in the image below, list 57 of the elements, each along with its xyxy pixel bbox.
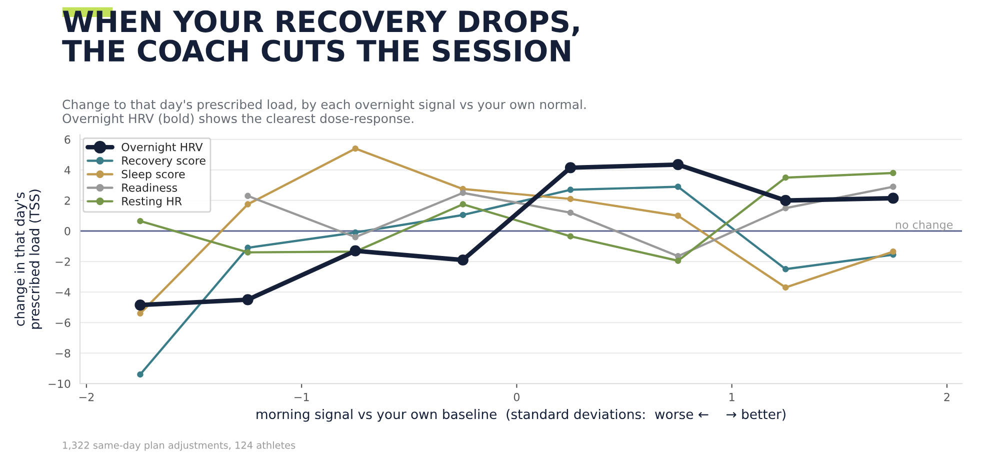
y-tick-label: 2 — [64, 196, 70, 205]
x-tick-label: 2 — [944, 392, 950, 402]
point — [567, 233, 574, 240]
point — [460, 201, 466, 208]
x-tick-label: −1 — [294, 392, 309, 402]
point — [564, 162, 576, 174]
point — [567, 210, 574, 216]
legend-label: Overnight HRV — [122, 142, 203, 154]
legend-label: Sleep score — [122, 170, 185, 180]
x-axis-title: morning signal vs your own baseline (standard deviations: worse ← → better) — [256, 408, 786, 422]
point — [244, 249, 251, 256]
chart-subtitle: Change to that day's prescribed load, by each overnight signal vs your own normal. Overnight HRV (bold) shows the clearest dose-response. — [62, 99, 586, 126]
y-tick-label: −2 — [56, 258, 70, 266]
text: 1,322 same-day plan adjustments, 124 athletes — [63, 441, 296, 451]
point — [352, 234, 358, 240]
point — [567, 186, 574, 193]
point — [890, 248, 896, 255]
y-tick-label: −6 — [56, 318, 70, 327]
point — [350, 245, 361, 256]
point — [244, 192, 251, 200]
point — [782, 284, 789, 291]
point — [782, 174, 789, 181]
point — [137, 310, 144, 317]
point — [242, 294, 254, 306]
point — [567, 196, 574, 202]
point — [674, 184, 682, 190]
point — [780, 194, 792, 206]
point — [457, 254, 468, 266]
legend-label: Readiness — [122, 183, 178, 192]
y-tick-label: −10 — [48, 380, 70, 388]
legend-label: Recovery score — [122, 156, 206, 167]
point — [352, 145, 358, 152]
point — [137, 218, 144, 224]
point — [244, 201, 251, 208]
point — [460, 212, 466, 218]
x-tick-label: −2 — [79, 392, 94, 402]
point — [674, 212, 682, 219]
x-tick-label: 1 — [730, 392, 734, 402]
point — [890, 184, 896, 190]
point — [460, 190, 466, 196]
point — [672, 159, 684, 170]
point — [134, 299, 146, 311]
point — [890, 170, 896, 176]
chart-title: WHEN YOUR RECOVERY DROPS, THE COACH CUTS THE SESSION — [62, 10, 579, 62]
point — [137, 371, 144, 378]
y-axis-title: change in that day's prescribed load (TSS) — [14, 190, 42, 329]
point — [782, 266, 789, 272]
x-tick-label: 0 — [514, 392, 520, 402]
y-tick-label: −4 — [56, 288, 70, 296]
y-tick-label: −8 — [56, 349, 70, 358]
y-tick-label: 0 — [64, 226, 70, 236]
y-tick-label: 4 — [64, 166, 70, 174]
point — [674, 258, 682, 264]
point — [888, 192, 899, 204]
legend-label: Resting HR — [122, 196, 182, 208]
y-tick-label: 6 — [64, 135, 70, 144]
ref-line-label: no change — [896, 220, 953, 231]
